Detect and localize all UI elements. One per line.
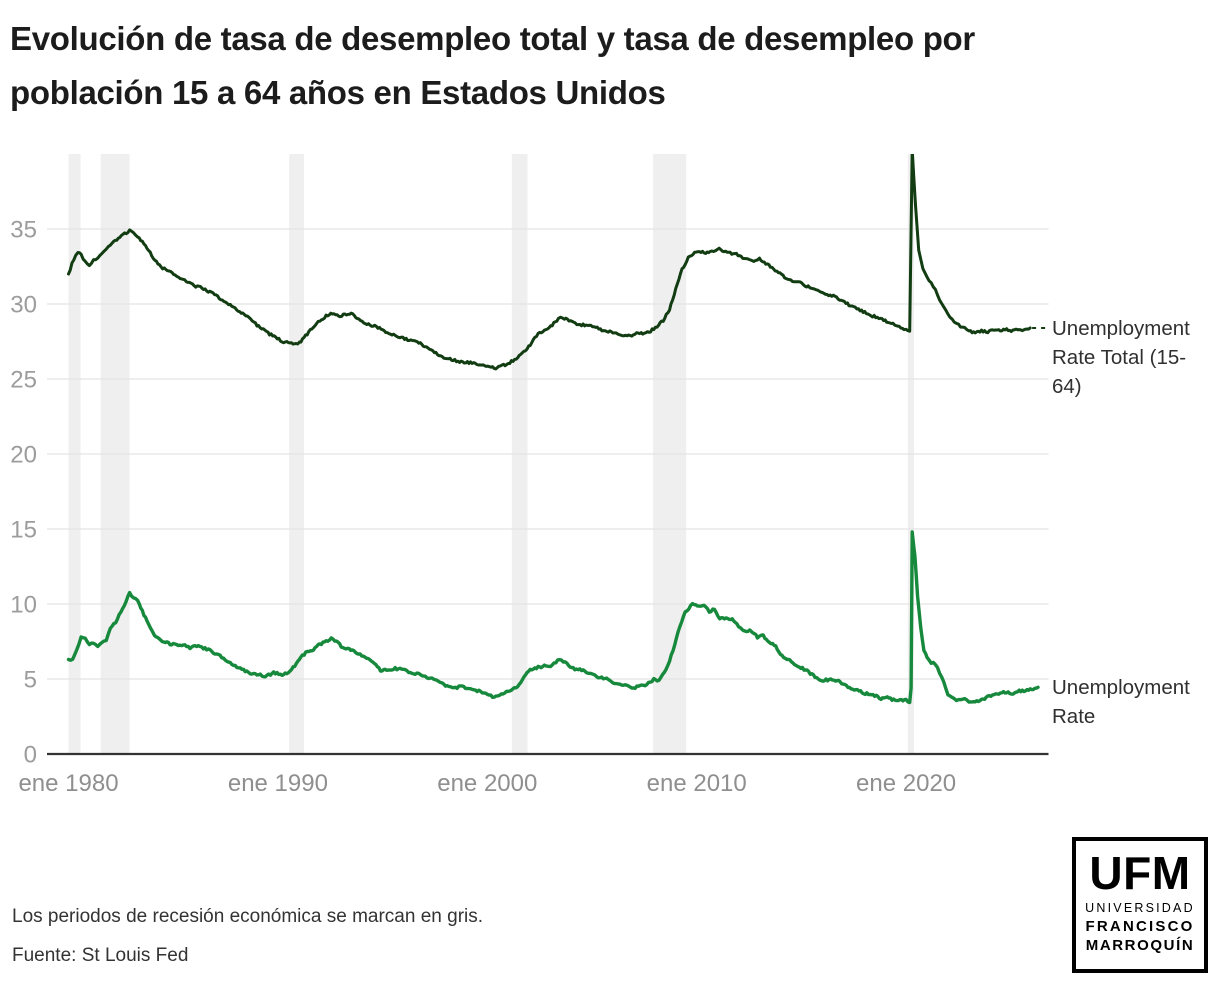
y-axis-tick-label: 30 — [10, 292, 37, 319]
y-axis-tick-label: 25 — [10, 367, 37, 394]
series-label-unemployment-rate-total: Unemployment Rate Total (15- 64) — [1052, 314, 1220, 401]
y-axis-tick-label: 0 — [24, 742, 37, 769]
y-axis-tick-label: 35 — [10, 217, 37, 244]
series-label-line: Rate Total (15- — [1052, 346, 1187, 369]
ufm-logo-marroquin: MARROQUÍN — [1085, 937, 1195, 954]
ufm-logo-francisco: FRANCISCO — [1085, 918, 1195, 935]
x-axis-tick-label: ene 1990 — [228, 770, 328, 797]
y-axis-tick-label: 5 — [24, 667, 37, 694]
series-label-line: Unemployment — [1052, 317, 1190, 340]
source-note: Fuente: St Louis Fed — [12, 945, 189, 966]
series-label-line: Unemployment — [1052, 676, 1190, 699]
series-line-rate — [66, 530, 1040, 705]
chart-title-line-2: población 15 a 64 años en Estados Unidos — [10, 74, 666, 111]
series-label-line: Rate — [1052, 705, 1096, 728]
series-label-unemployment-rate: Unemployment Rate — [1052, 673, 1220, 731]
x-axis-tick-label: ene 2020 — [856, 770, 956, 797]
ufm-logo-acronym: UFM — [1089, 847, 1191, 899]
series-label-line: 64) — [1052, 375, 1082, 398]
y-axis-tick-label: 10 — [10, 592, 37, 619]
x-axis-tick-label: ene 2000 — [437, 770, 537, 797]
x-axis-tick-label: ene 2010 — [647, 770, 747, 797]
y-axis-tick-label: 20 — [10, 442, 37, 469]
ufm-logo-universidad: UNIVERSIDAD — [1085, 901, 1195, 915]
chart-title: Evolución de tasa de desempleo total y t… — [10, 12, 1210, 120]
recession-note: Los periodos de recesión económica se ma… — [12, 906, 484, 927]
x-axis-tick-label: ene 1980 — [18, 770, 118, 797]
series-line-total — [67, 154, 1032, 371]
chart-title-line-1: Evolución de tasa de desempleo total y t… — [10, 20, 975, 57]
ufm-logo: UFM UNIVERSIDAD FRANCISCO MARROQUÍN — [1072, 837, 1208, 973]
y-axis-tick-label: 15 — [10, 517, 37, 544]
